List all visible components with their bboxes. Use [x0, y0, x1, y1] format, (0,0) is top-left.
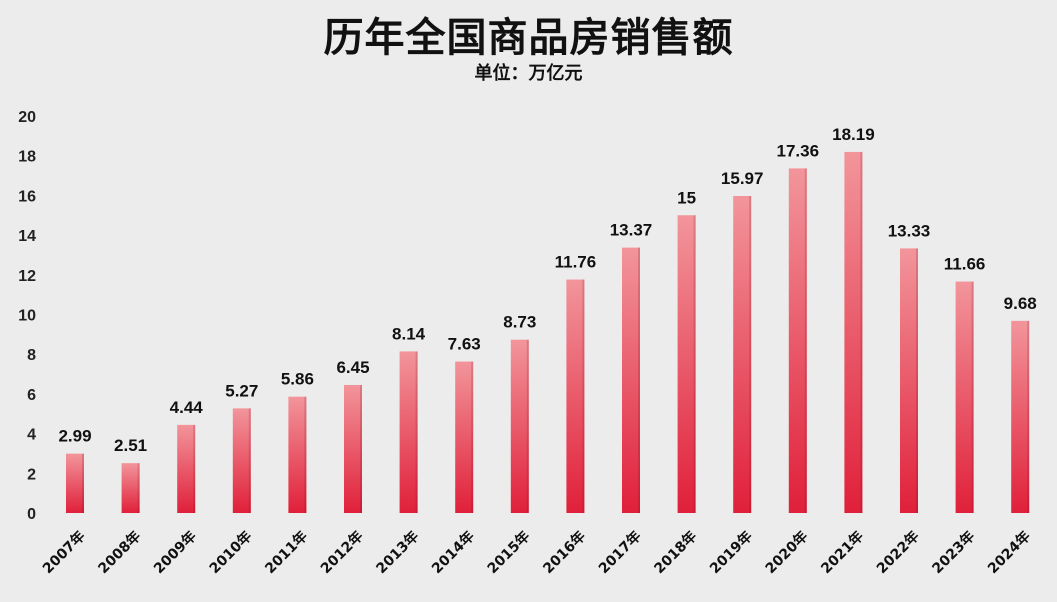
x-category-label: 2021年: [818, 528, 867, 577]
bar: [566, 279, 585, 513]
data-labels: 2.99 2.51 4.44 5.27 5.86 6.45 8.14 7.63 8.73 11.7…: [58, 125, 1036, 455]
bar: [121, 463, 140, 513]
y-tick-label: 6: [27, 387, 36, 404]
bar: [399, 351, 418, 513]
x-category-label: 2022年: [873, 528, 922, 577]
y-tick-label: 4: [27, 427, 36, 444]
bar: [677, 215, 696, 513]
bar-value-label: 5.27: [225, 381, 258, 400]
bar-value-label: 15: [677, 188, 696, 207]
bar-value-label: 7.63: [448, 335, 481, 354]
y-tick-label: 20: [18, 109, 36, 126]
y-tick-label: 12: [18, 268, 36, 285]
x-category-label: 2009年: [150, 528, 199, 577]
bar-value-label: 8.73: [503, 313, 536, 332]
y-axis: 0 2 4 6 8 10 12 14 16 18 20: [18, 109, 36, 523]
bar-value-label: 9.68: [1004, 294, 1037, 313]
bar-value-label: 11.66: [944, 255, 986, 274]
bar-value-label: 2.51: [114, 436, 147, 455]
chart-subtitle: 单位：万亿元: [474, 63, 583, 84]
x-category-label: 2010年: [206, 528, 255, 577]
y-tick-label: 18: [18, 149, 36, 166]
bar-value-label: 4.44: [170, 398, 204, 417]
y-tick-label: 2: [27, 466, 36, 483]
y-tick-label: 10: [18, 308, 36, 325]
bar-value-label: 2.99: [58, 427, 91, 446]
bar: [177, 424, 196, 513]
bar-value-label: 5.86: [281, 370, 314, 389]
y-tick-label: 8: [27, 347, 36, 364]
x-category-label: 2023年: [929, 528, 978, 577]
bar: [288, 396, 307, 513]
bar-edge: [248, 408, 251, 513]
bar: [344, 384, 362, 513]
bar: [1011, 320, 1030, 513]
x-category-label: 2013年: [373, 528, 422, 577]
bar-value-label: 11.76: [555, 253, 597, 272]
bar-edge: [304, 396, 307, 513]
x-category-label: 2019年: [706, 528, 755, 577]
bar: [900, 248, 918, 513]
bar-edge: [804, 168, 807, 514]
x-category-label: 2017年: [595, 528, 644, 577]
bar-value-label: 18.19: [832, 125, 875, 144]
bar-value-label: 8.14: [392, 324, 426, 343]
chart-title: 历年全国商品房销售额: [323, 15, 734, 61]
x-axis: 2007年 2008年 2009年 2010年 2011年 2012年 2013年 2014年…: [39, 528, 1034, 577]
bar-edge: [137, 463, 140, 513]
x-category-label: 2020年: [762, 528, 811, 577]
bar: [66, 453, 84, 513]
bar: [455, 361, 474, 513]
bar-edge: [916, 248, 918, 513]
bar-value-label: 13.33: [888, 221, 931, 240]
y-tick-label: 0: [27, 506, 36, 523]
y-tick-label: 14: [18, 228, 36, 245]
bar: [955, 281, 974, 513]
bar: [510, 339, 529, 513]
bar-value-label: 6.45: [336, 358, 369, 377]
bar-value-label: 15.97: [721, 169, 764, 188]
bar-edge: [360, 384, 362, 513]
bar: [733, 195, 752, 514]
bar: [622, 247, 640, 513]
x-category-label: 2014年: [428, 528, 477, 577]
x-category-label: 2015年: [484, 528, 533, 577]
bar-series: [66, 151, 1030, 514]
bar-edge: [971, 281, 974, 513]
bar-value-label: 17.36: [777, 141, 820, 160]
bar-value-label: 13.37: [610, 221, 653, 240]
bar-edge: [193, 424, 196, 513]
bar-edge: [82, 453, 84, 513]
x-category-label: 2012年: [317, 528, 366, 577]
bar-edge: [471, 361, 474, 513]
bar-edge: [1027, 320, 1030, 513]
bar-edge: [526, 339, 529, 513]
bar-edge: [693, 215, 696, 513]
x-category-label: 2018年: [651, 528, 700, 577]
bar: [232, 408, 251, 513]
bar: [788, 168, 807, 514]
bar-edge: [638, 247, 640, 513]
x-category-label: 2011年: [262, 528, 311, 577]
x-category-label: 2007年: [39, 528, 88, 577]
x-category-label: 2024年: [984, 528, 1033, 577]
bar-edge: [582, 279, 585, 513]
bar-edge: [415, 351, 418, 513]
x-category-label: 2016年: [540, 528, 589, 577]
bar-edge: [860, 151, 863, 513]
bar-edge: [749, 195, 752, 514]
bar: [844, 151, 863, 513]
x-category-label: 2008年: [95, 528, 144, 577]
y-tick-label: 16: [18, 188, 36, 205]
